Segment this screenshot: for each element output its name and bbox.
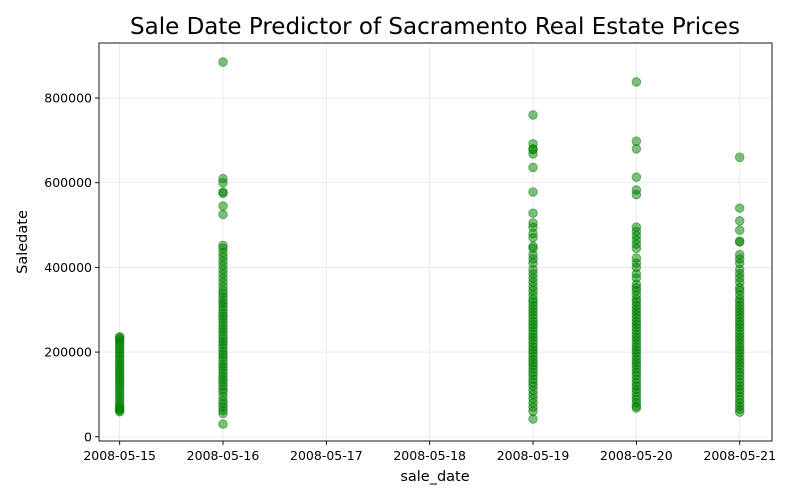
scatter-point [631,222,642,232]
scatter-point [734,249,745,260]
scatter-point [631,253,642,263]
scatter-point [734,236,745,246]
chart-title: Sale Date Predictor of Sacramento Real E… [130,14,740,40]
scatter-point [734,152,745,163]
y-tick-label: 200000 [44,345,92,360]
scatter-point [734,203,745,213]
scatter-point [528,162,538,173]
scatter-point [218,187,228,197]
axis-ticks: 2008-05-15 2008-05-16 2008-05-17 2008-05-18… [44,91,776,463]
data-points [114,57,745,429]
scatter-point [218,57,228,67]
x-tick-label: 2008-05-15 [83,448,156,463]
scatter-point [218,173,228,184]
x-tick-label: 2008-05-17 [290,448,363,463]
x-tick-label: 2008-05-20 [600,448,673,463]
scatter-point [218,201,228,211]
x-tick-label: 2008-05-21 [703,448,776,463]
y-tick-label: 400000 [44,260,92,275]
scatter-point [114,332,125,342]
x-tick-label: 2008-05-18 [393,448,466,463]
x-tick-label: 2008-05-16 [187,448,260,463]
scatter-point [528,187,538,197]
scatter-point [218,240,228,251]
x-tick-label: 2008-05-19 [497,448,570,463]
plot-frame [98,42,773,442]
scatter-point [631,77,642,87]
y-axis-label: Saledate [15,210,31,274]
scatter-point [631,172,642,183]
y-tick-label: 600000 [44,175,92,190]
scatter-point [631,185,642,195]
x-axis-label: sale_date [400,469,469,485]
scatter-point [528,138,538,149]
scatter-point [631,136,642,147]
y-tick-label: 0 [84,429,92,444]
scatter-point [218,209,228,220]
grid-lines [99,43,772,441]
scatter-point [218,419,228,429]
scatter-point [734,225,745,235]
scatter-point [734,216,745,226]
scatter-point [528,218,538,228]
y-tick-label: 800000 [44,91,92,106]
scatter-point [528,110,538,120]
scatter-point [528,208,538,219]
scatter-point [528,241,538,252]
